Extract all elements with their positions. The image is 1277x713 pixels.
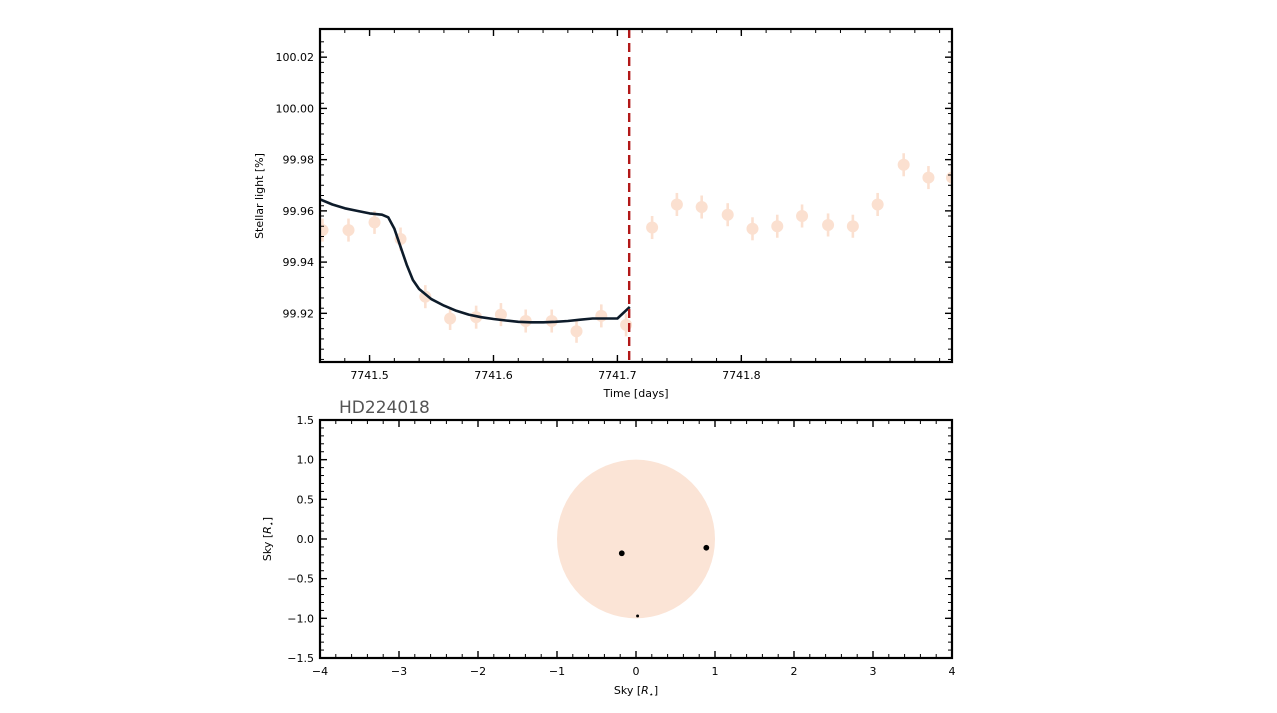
light-curve-xtick-label: 7741.7 bbox=[598, 369, 637, 382]
sky-view-ytick-label: −1.5 bbox=[287, 652, 314, 665]
light-curve-axes: 99.92 99.94 99.96 99.98 100.00 100.02 7741.5 77… bbox=[276, 29, 952, 382]
light-curve-data-point bbox=[796, 209, 809, 222]
light-curve-data-point bbox=[695, 201, 708, 214]
light-curve-data-point bbox=[721, 208, 734, 221]
light-curve-ytick-label: 99.92 bbox=[283, 307, 315, 320]
light-curve-frame bbox=[318, 27, 954, 364]
light-curve-ylabel: Stellar light [%] bbox=[253, 153, 266, 239]
light-curve-data-point bbox=[368, 216, 381, 229]
sky-view-panel: HD224018 −1.5 −1.0 −0.5 0.0 0.5 1.0 1.5 −4 −3 −2 −… bbox=[261, 398, 956, 699]
sky-view-xlabel: Sky [R⋆] bbox=[614, 684, 658, 699]
sky-view-xtick-label: −1 bbox=[549, 665, 565, 678]
sky-view-ytick-label: −0.5 bbox=[287, 573, 314, 586]
light-curve-data-point bbox=[871, 198, 884, 211]
light-curve-data-point bbox=[922, 171, 935, 184]
sky-view-xtick-label: −3 bbox=[391, 665, 407, 678]
light-curve-data-point bbox=[822, 218, 835, 231]
sky-view-xtick-label: 4 bbox=[949, 665, 956, 678]
light-curve-xtick-label: 7741.6 bbox=[474, 369, 513, 382]
light-curve-ytick-label: 100.02 bbox=[276, 51, 315, 64]
light-curve-ytick-label: 99.98 bbox=[283, 154, 315, 167]
sky-view-ytick-label: 1.5 bbox=[297, 414, 315, 427]
light-curve-data-point bbox=[595, 309, 608, 322]
sky-view-title: HD224018 bbox=[339, 398, 430, 418]
light-curve-data-point bbox=[342, 224, 355, 237]
light-curve-data-point bbox=[570, 325, 583, 338]
sky-view-xtick-label: −2 bbox=[470, 665, 486, 678]
light-curve-ytick-label: 99.94 bbox=[283, 256, 315, 269]
light-curve-data-layer bbox=[320, 29, 952, 362]
planet-marker bbox=[636, 614, 640, 618]
light-curve-data-point bbox=[320, 224, 329, 237]
sky-view-xtick-label: 1 bbox=[712, 665, 719, 678]
light-curve-data-point bbox=[444, 312, 457, 325]
light-curve-data-point bbox=[771, 220, 784, 233]
light-curve-xlabel: Time [days] bbox=[603, 387, 669, 400]
sky-view-ytick-label: −1.0 bbox=[287, 612, 314, 625]
light-curve-data-point bbox=[494, 308, 507, 321]
light-curve-data-point bbox=[746, 222, 759, 235]
light-curve-ytick-label: 100.00 bbox=[276, 102, 315, 115]
sky-view-ylabel: Sky [R⋆] bbox=[261, 517, 276, 561]
planet-marker bbox=[618, 550, 625, 557]
stellar-disc bbox=[557, 459, 715, 619]
light-curve-panel: 99.92 99.94 99.96 99.98 100.00 100.02 7741.5 77… bbox=[253, 27, 954, 400]
sky-view-ytick-label: 1.0 bbox=[297, 454, 315, 467]
light-curve-data-point bbox=[670, 198, 683, 211]
sky-view-ytick-label: 0.0 bbox=[297, 533, 315, 546]
sky-view-xtick-label: 2 bbox=[791, 665, 798, 678]
light-curve-data-point bbox=[897, 158, 910, 171]
light-curve-model-line bbox=[320, 198, 631, 324]
light-curve-data-point bbox=[846, 220, 859, 233]
planet-marker bbox=[703, 544, 710, 551]
sky-view-xtick-label: −4 bbox=[312, 665, 328, 678]
sky-view-data-layer bbox=[557, 459, 715, 619]
light-curve-data-point bbox=[646, 221, 659, 234]
sky-view-frame bbox=[318, 418, 954, 660]
light-curve-plot-area bbox=[320, 29, 952, 362]
light-curve-ytick-label: 99.96 bbox=[283, 205, 315, 218]
light-curve-data-point bbox=[419, 290, 432, 303]
light-curve-xtick-label: 7741.5 bbox=[350, 369, 389, 382]
sky-view-xtick-label: 3 bbox=[870, 665, 877, 678]
sky-view-ytick-label: 0.5 bbox=[297, 493, 315, 506]
sky-view-xtick-label: 0 bbox=[633, 665, 640, 678]
light-curve-xtick-label: 7741.8 bbox=[722, 369, 761, 382]
